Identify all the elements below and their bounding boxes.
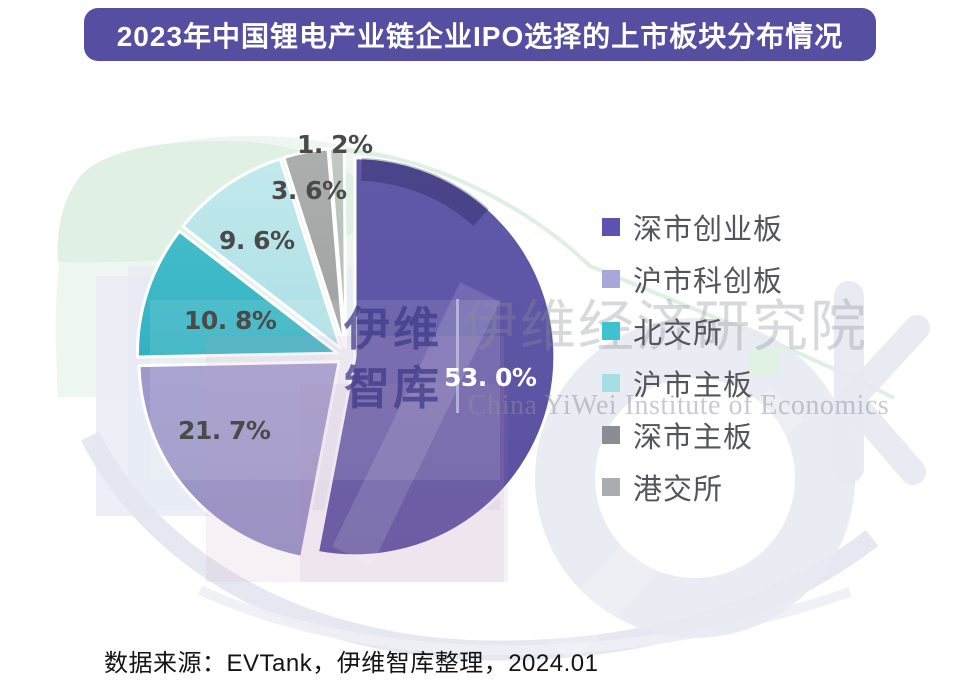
legend-marker-0 — [602, 218, 620, 236]
legend-item-3: 沪市主板 — [602, 357, 783, 409]
legend-item-5: 港交所 — [602, 461, 783, 513]
pie-slice-5 — [327, 146, 348, 349]
logo-tint-rect-2 — [300, 384, 508, 582]
pie-label-hushi-zhuban: 9. 6% — [219, 226, 295, 255]
leaf-arc — [343, 148, 895, 400]
chart-title: 2023年中国锂电产业链企业IPO选择的上市板块分布情况 — [116, 20, 844, 52]
pie-label-shenshi-chuangyeban: 53. 0% — [444, 363, 537, 392]
logo-letter-k-arm — [838, 315, 930, 413]
pie-label-shenshi-zhuban: 3. 6% — [271, 176, 347, 205]
legend-label-5: 港交所 — [633, 474, 724, 506]
logo-tint-rect-1 — [206, 336, 504, 582]
legend-label-4: 深市主板 — [633, 422, 754, 454]
legend-label-0: 深市创业板 — [633, 214, 784, 246]
legend-item-2: 北交所 — [602, 305, 783, 357]
legend-label-1: 沪市科创板 — [633, 266, 784, 298]
pie-slice-0 — [316, 156, 557, 558]
legend-item-1: 沪市科创板 — [602, 253, 783, 305]
legend-marker-3 — [602, 374, 620, 392]
legend-item-4: 深市主板 — [602, 409, 783, 461]
pie-slice-1 — [137, 360, 341, 559]
pie-label-beijiaosuo: 10. 8% — [184, 306, 277, 335]
logo-tint-rect-3 — [150, 300, 500, 480]
title-banner: 2023年中国锂电产业链企业IPO选择的上市板块分布情况 — [84, 8, 876, 61]
leaf-square — [748, 348, 782, 376]
logo-diagonal-band-2 — [539, 388, 803, 664]
legend-marker-5 — [602, 478, 620, 496]
pie-label-gangjiaosuo: 1. 2% — [297, 130, 373, 159]
pie-label-hushi-kechuangban: 21. 7% — [178, 416, 271, 445]
legend-label-3: 沪市主板 — [633, 370, 754, 402]
pie-slice-3 — [181, 157, 343, 351]
legend-item-0: 深市创业板 — [602, 201, 783, 253]
pie-slice-rim-shade — [361, 157, 489, 226]
logo-letter-a-ring — [535, 318, 855, 638]
legend-marker-2 — [602, 322, 620, 340]
legend-marker-1 — [602, 270, 620, 288]
legend-label-2: 北交所 — [633, 318, 724, 350]
legend: 深市创业板 沪市科创板 北交所 沪市主板 深市主板 港交所 — [602, 201, 783, 513]
source-note: 数据来源：EVTank，伊维智库整理，2024.01 — [104, 650, 599, 677]
legend-marker-4 — [602, 426, 620, 444]
logo-letter-k-leg — [838, 387, 926, 485]
pie-slice-2 — [135, 229, 339, 359]
